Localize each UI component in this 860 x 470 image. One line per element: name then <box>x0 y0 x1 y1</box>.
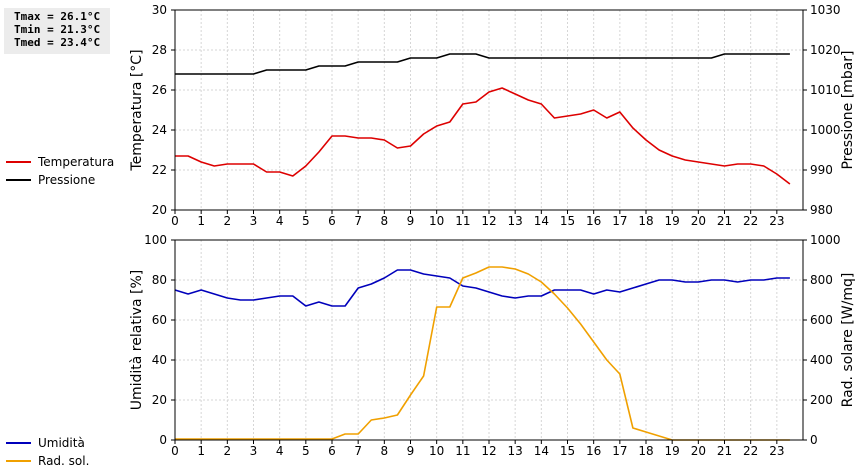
x-tick-label: 18 <box>638 214 653 228</box>
x-tick-label: 11 <box>455 444 470 458</box>
x-tick-label: 7 <box>354 214 362 228</box>
x-tick-label: 13 <box>508 214 523 228</box>
x-tick-label: 11 <box>455 214 470 228</box>
y-tick-label-right: 0 <box>810 433 818 447</box>
x-tick-label: 10 <box>429 444 444 458</box>
x-tick-label: 13 <box>508 444 523 458</box>
series-line-rad-sol- <box>175 266 790 441</box>
x-tick-label: 4 <box>276 214 284 228</box>
x-tick-label: 21 <box>717 444 732 458</box>
y-tick-label-right: 600 <box>810 313 833 327</box>
legend-label-umidita: Umidità <box>38 436 85 450</box>
y-tick-label-left: 24 <box>152 123 167 137</box>
series-line-pressione <box>175 53 790 75</box>
x-tick-label: 20 <box>691 214 706 228</box>
x-tick-label: 15 <box>560 214 575 228</box>
stat-tmax: Tmax = 26.1°C <box>14 10 101 23</box>
x-tick-label: 8 <box>381 214 389 228</box>
x-tick-label: 12 <box>481 444 496 458</box>
y-tick-label-left: 0 <box>159 433 167 447</box>
y-tick-label-right: 1000 <box>810 233 841 247</box>
weather-chart: 0 1 2 3 4 5 6 7 8 9 10 11 12 13 14 15 16 17 18 19 20 21 22 2320… <box>129 3 856 458</box>
y-tick-label-left: 26 <box>152 83 167 97</box>
legend-label-pressione: Pressione <box>38 173 96 187</box>
x-tick-label: 16 <box>586 444 601 458</box>
legend-item-temperatura: Temperatura <box>6 153 114 171</box>
x-tick-label: 9 <box>407 444 415 458</box>
x-tick-label: 22 <box>743 214 758 228</box>
x-tick-label: 5 <box>302 444 310 458</box>
legend-item-umidita: Umidità <box>6 434 89 452</box>
x-tick-label: 23 <box>769 214 784 228</box>
y-tick-label-left: 60 <box>152 313 167 327</box>
y-axis-title-left: Temperatura [°C] <box>129 49 145 171</box>
x-tick-label: 15 <box>560 444 575 458</box>
chart-panel-0: 0 1 2 3 4 5 6 7 8 9 10 11 12 13 14 15 16 17 18 19 20 21 22 2320… <box>129 3 856 228</box>
series-line-temperatura <box>175 87 791 185</box>
x-tick-label: 22 <box>743 444 758 458</box>
y-tick-label-left: 22 <box>152 163 167 177</box>
x-tick-label: 17 <box>612 444 627 458</box>
x-tick-label: 4 <box>276 444 284 458</box>
x-tick-label: 9 <box>407 214 415 228</box>
y-tick-label-right: 990 <box>810 163 833 177</box>
x-tick-label: 3 <box>250 214 258 228</box>
x-tick-label: 21 <box>717 214 732 228</box>
series-line-umidit- <box>174 269 790 307</box>
y-axis-title-right: Rad. solare [W/mq] <box>840 273 856 408</box>
y-tick-label-right: 1020 <box>810 43 841 57</box>
legend-swatch-umidita <box>6 442 31 444</box>
legend-top: Temperatura Pressione <box>6 153 114 189</box>
legend-label-temperatura: Temperatura <box>38 155 115 169</box>
y-tick-label-left: 80 <box>152 273 167 287</box>
y-tick-label-left: 30 <box>152 3 167 17</box>
y-axis-title-right: Pressione [mbar] <box>840 50 856 169</box>
x-tick-label: 3 <box>250 444 258 458</box>
legend-swatch-radsol <box>6 460 31 462</box>
x-tick-label: 1 <box>197 214 205 228</box>
x-tick-label: 14 <box>534 444 549 458</box>
y-tick-label-right: 1000 <box>810 123 841 137</box>
x-tick-label: 6 <box>328 444 336 458</box>
x-tick-label: 23 <box>769 444 784 458</box>
y-axis-title-left: Umidità relativa [%] <box>129 270 145 411</box>
x-tick-label: 8 <box>381 444 389 458</box>
x-tick-label: 17 <box>612 214 627 228</box>
x-tick-label: 2 <box>224 214 232 228</box>
x-tick-label: 0 <box>171 214 179 228</box>
x-tick-label: 16 <box>586 214 601 228</box>
x-tick-label: 14 <box>534 214 549 228</box>
x-tick-label: 6 <box>328 214 336 228</box>
y-tick-label-left: 20 <box>152 393 167 407</box>
x-tick-label: 7 <box>354 444 362 458</box>
x-tick-label: 1 <box>197 444 205 458</box>
y-tick-label-left: 28 <box>152 43 167 57</box>
x-tick-label: 2 <box>224 444 232 458</box>
chart-panel-1: 0 1 2 3 4 5 6 7 8 9 10 11 12 13 14 15 16 17 18 19 20 21 22 2302… <box>129 233 856 458</box>
stat-tmed: Tmed = 23.4°C <box>14 36 101 49</box>
y-tick-label-right: 980 <box>810 203 833 217</box>
legend-swatch-pressione <box>6 179 31 181</box>
x-tick-label: 10 <box>429 214 444 228</box>
y-tick-label-right: 400 <box>810 353 833 367</box>
x-tick-label: 0 <box>171 444 179 458</box>
x-tick-label: 5 <box>302 214 310 228</box>
x-tick-label: 19 <box>665 214 680 228</box>
y-tick-label-right: 1010 <box>810 83 841 97</box>
y-tick-label-right: 1030 <box>810 3 841 17</box>
y-tick-label-left: 20 <box>152 203 167 217</box>
stat-tmin: Tmin = 21.3°C <box>14 23 101 36</box>
y-tick-label-right: 800 <box>810 273 833 287</box>
x-tick-label: 20 <box>691 444 706 458</box>
legend-swatch-temperatura <box>6 161 31 163</box>
stats-box: Tmax = 26.1°C Tmin = 21.3°C Tmed = 23.4°… <box>4 8 110 54</box>
y-tick-label-left: 40 <box>152 353 167 367</box>
y-tick-label-right: 200 <box>810 393 833 407</box>
legend-item-pressione: Pressione <box>6 171 114 189</box>
y-tick-label-left: 100 <box>144 233 167 247</box>
x-tick-label: 18 <box>638 444 653 458</box>
x-tick-label: 12 <box>481 214 496 228</box>
x-tick-label: 19 <box>665 444 680 458</box>
